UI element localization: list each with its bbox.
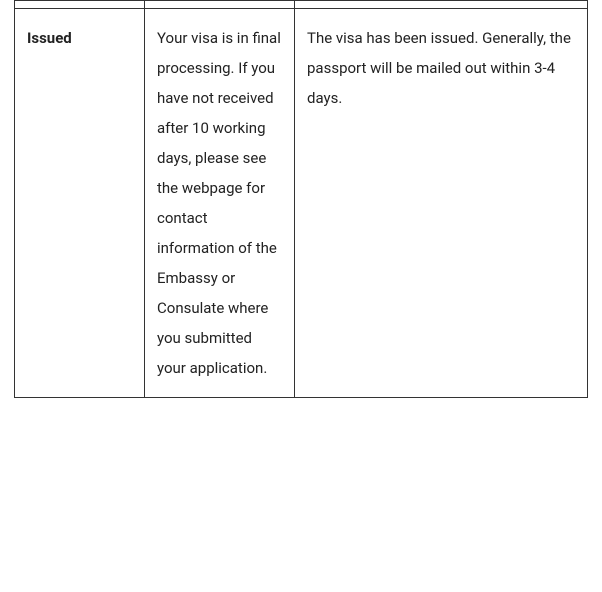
table-row: Issued Your visa is in final processing.… bbox=[15, 9, 588, 398]
table-row-stub bbox=[15, 1, 588, 9]
table-cell-stub bbox=[15, 1, 145, 9]
table-cell-stub bbox=[295, 1, 588, 9]
description2-cell: The visa has been issued. Generally, the… bbox=[295, 9, 588, 398]
status-cell: Issued bbox=[15, 9, 145, 398]
visa-status-table: Issued Your visa is in final processing.… bbox=[14, 0, 588, 398]
visa-status-table-wrapper: Issued Your visa is in final processing.… bbox=[0, 0, 602, 398]
description1-cell: Your visa is in final processing. If you… bbox=[145, 9, 295, 398]
table-cell-stub bbox=[145, 1, 295, 9]
